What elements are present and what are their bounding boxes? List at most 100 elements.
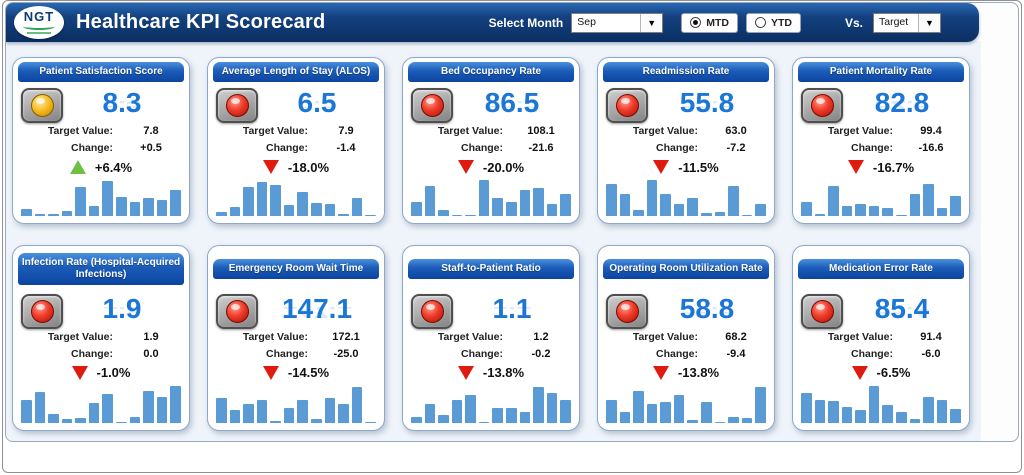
trend-bar: [438, 209, 449, 216]
ngt-logo: NGT: [14, 6, 64, 39]
trend-bar: [660, 401, 671, 423]
change-label: Change:: [851, 348, 893, 360]
trend-bar: [297, 191, 309, 216]
trend-bar: [116, 421, 127, 423]
kpi-card-top: 82.8: [793, 82, 969, 123]
status-indicator-button[interactable]: [606, 294, 648, 329]
kpi-card: Operating Room Utilization Rate 58.8 Tar…: [597, 245, 775, 431]
trend-bar: [351, 386, 363, 423]
page-title: Healthcare KPI Scorecard: [76, 11, 326, 33]
trend-bar: [324, 203, 336, 216]
trend-bar: [243, 403, 254, 423]
change-percent: +6.4%: [94, 159, 133, 175]
trend-bars-chart: [598, 176, 774, 223]
trend-bar: [909, 193, 921, 216]
kpi-card: Bed Occupancy Rate 86.5 Target Value: 10…: [402, 57, 580, 224]
change-row: Change: -1.4: [208, 141, 384, 156]
status-light-icon: [225, 300, 249, 323]
status-light-icon: [810, 94, 834, 117]
kpi-value: 1.1: [453, 294, 571, 324]
logo-tagline: [27, 32, 51, 34]
header-controls: Select Month Sep ▼ MTD YTD Vs. Target ▼: [489, 12, 941, 33]
trend-bar: [478, 179, 490, 216]
trend-bar: [48, 214, 59, 216]
trend-bar: [506, 201, 517, 216]
trend-bar: [102, 180, 114, 216]
kpi-card: Staff-to-Patient Ratio 1.1 Target Value:…: [402, 245, 580, 431]
target-value: 1.2: [533, 331, 549, 343]
chevron-down-icon[interactable]: ▼: [918, 13, 940, 32]
kpi-value: 85.4: [843, 294, 961, 324]
trend-bar: [619, 412, 631, 423]
trend-bar: [451, 214, 463, 216]
target-value-label: Target Value:: [632, 331, 698, 343]
trend-bar: [814, 399, 826, 423]
status-indicator-button[interactable]: [21, 294, 63, 329]
trend-bar: [75, 417, 86, 423]
trend-bar: [411, 416, 422, 423]
vs-dropdown[interactable]: Target ▼: [873, 12, 941, 33]
change-label: Change:: [461, 348, 503, 360]
change-value: +0.5: [140, 142, 162, 154]
trend-bar: [324, 397, 336, 423]
kpi-card: Patient Satisfaction Score 8.3 Target Va…: [12, 57, 190, 224]
kpi-value: 1.9: [63, 294, 181, 324]
trend-bar: [156, 199, 168, 216]
status-indicator-button[interactable]: [606, 88, 648, 123]
target-row: Target Value: 172.1: [208, 330, 384, 345]
kpi-card-title: Infection Rate (Hospital-Acquired Infect…: [18, 253, 184, 285]
change-percent-row: -13.8%: [403, 365, 579, 381]
kpi-card-top: 147.1: [208, 288, 384, 329]
change-arrow-icon: [847, 160, 864, 175]
trend-bar: [660, 193, 671, 216]
ytd-radio-icon[interactable]: [754, 17, 766, 28]
kpi-card-title: Bed Occupancy Rate: [408, 62, 574, 82]
kpi-card: Medication Error Rate 85.4 Target Value:…: [792, 245, 970, 431]
change-value: -9.4: [726, 348, 746, 360]
trend-bar: [48, 413, 59, 423]
status-indicator-button[interactable]: [801, 294, 843, 329]
status-indicator-button[interactable]: [801, 88, 843, 123]
target-value-label: Target Value:: [242, 331, 308, 343]
trend-bar: [619, 193, 631, 216]
kpi-card: Infection Rate (Hospital-Acquired Infect…: [12, 245, 190, 431]
kpi-value: 58.8: [648, 294, 766, 324]
status-indicator-button[interactable]: [216, 88, 258, 123]
kpi-card-title: Operating Room Utilization Rate: [603, 259, 769, 279]
kpi-title-zone: Patient Mortality Rate: [793, 58, 969, 82]
trend-bar: [687, 419, 699, 423]
status-indicator-button[interactable]: [216, 294, 258, 329]
ytd-option[interactable]: YTD: [745, 12, 801, 33]
kpi-card: Readmission Rate 55.8 Target Value: 63.0…: [597, 57, 775, 224]
target-value: 108.1: [527, 125, 555, 137]
kpi-card-title: Readmission Rate: [603, 62, 769, 82]
mtd-option[interactable]: MTD: [681, 12, 738, 33]
trend-bar: [546, 203, 558, 216]
kpi-title-zone: Patient Satisfaction Score: [13, 58, 189, 82]
mtd-label: MTD: [706, 16, 729, 29]
change-label: Change:: [851, 142, 893, 154]
month-dropdown[interactable]: Sep ▼: [571, 12, 664, 33]
change-row: Change: +0.5: [13, 141, 189, 156]
trend-bar: [170, 385, 181, 423]
cards-row-1: Patient Satisfaction Score 8.3 Target Va…: [12, 57, 970, 224]
trend-bar: [868, 385, 880, 423]
change-value: -7.2: [726, 142, 746, 154]
trend-bar: [701, 401, 712, 423]
trend-bar: [882, 405, 894, 423]
status-indicator-button[interactable]: [411, 88, 453, 123]
trend-bar: [633, 209, 644, 216]
change-label: Change:: [71, 348, 113, 360]
status-indicator-button[interactable]: [21, 88, 63, 123]
trend-bars-chart: [793, 176, 969, 223]
trend-bar: [351, 197, 363, 216]
trend-bar: [311, 418, 322, 423]
target-row: Target Value: 7.9: [208, 124, 384, 139]
kpi-title-zone: Medication Error Rate: [793, 246, 969, 288]
target-row: Target Value: 108.1: [403, 124, 579, 139]
change-arrow-icon: [69, 160, 86, 175]
chevron-down-icon[interactable]: ▼: [640, 13, 663, 32]
status-indicator-button[interactable]: [411, 294, 453, 329]
mtd-radio-icon[interactable]: [690, 17, 702, 28]
change-row: Change: -16.6: [793, 141, 969, 156]
